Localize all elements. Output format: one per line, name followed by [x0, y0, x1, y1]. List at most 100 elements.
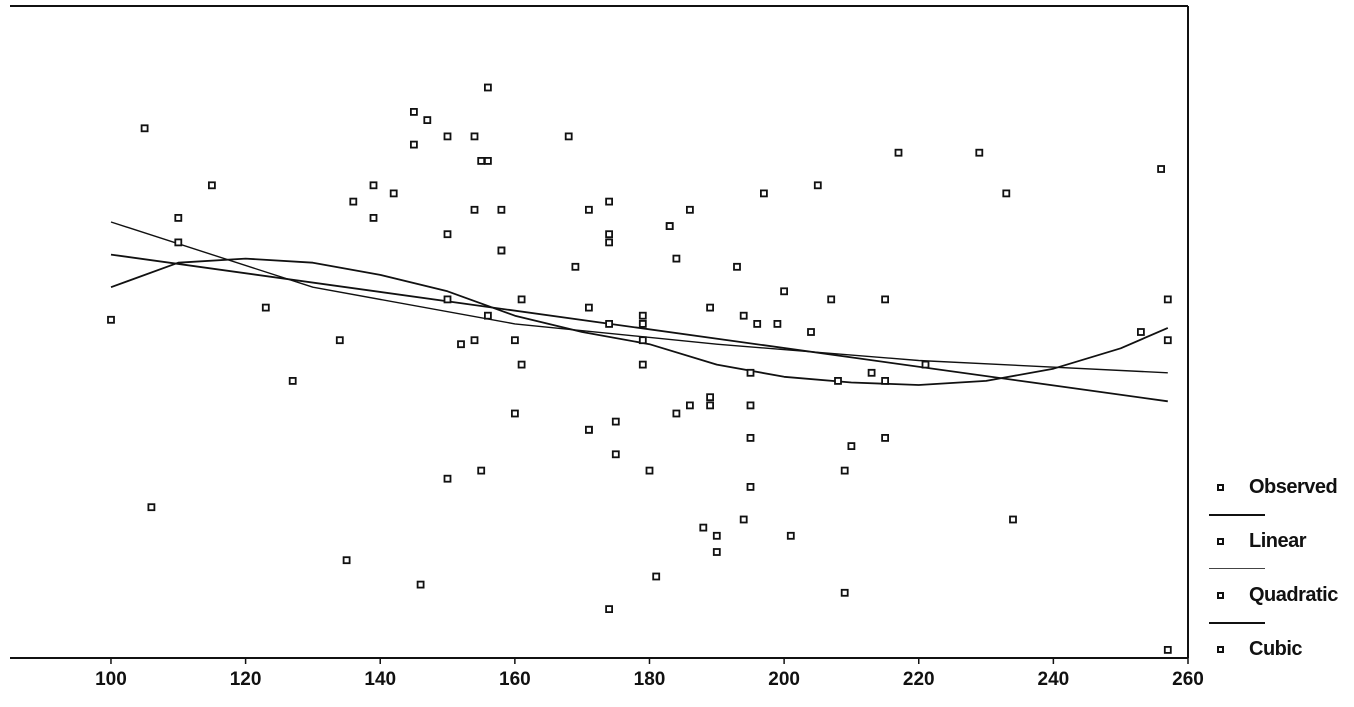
data-point: [371, 182, 377, 188]
x-axis: 100 120 140 160 180 200 220 240 260: [95, 658, 1204, 690]
data-point: [586, 427, 592, 433]
data-point: [848, 443, 854, 449]
x-tick-label: 140: [364, 669, 396, 690]
data-point: [667, 223, 673, 229]
data-point: [673, 256, 679, 262]
data-point: [734, 264, 740, 270]
data-point: [586, 207, 592, 213]
data-point: [478, 468, 484, 474]
data-point: [748, 402, 754, 408]
data-point: [1003, 190, 1009, 196]
data-point: [606, 231, 612, 237]
data-point: [175, 215, 181, 221]
data-point: [478, 158, 484, 164]
x-tick-label: 100: [95, 669, 127, 690]
data-point: [485, 313, 491, 319]
data-point: [788, 533, 794, 539]
series-line-quadratic: [111, 222, 1168, 373]
data-point: [1165, 296, 1171, 302]
data-point: [512, 337, 518, 343]
data-point: [761, 190, 767, 196]
data-point: [344, 557, 350, 563]
data-point: [923, 362, 929, 368]
data-point: [350, 199, 356, 205]
legend-marker-cubic: [1217, 646, 1224, 653]
x-tick-label: 220: [903, 669, 935, 690]
data-point: [458, 341, 464, 347]
data-point: [572, 264, 578, 270]
data-point: [142, 125, 148, 131]
data-point: [519, 362, 525, 368]
data-point: [1165, 647, 1171, 653]
data-point: [748, 370, 754, 376]
data-point: [741, 313, 747, 319]
data-point: [707, 305, 713, 311]
data-point: [290, 378, 296, 384]
data-point: [606, 239, 612, 245]
data-point: [371, 215, 377, 221]
legend-label-observed: Observed: [1249, 476, 1337, 499]
data-point: [640, 313, 646, 319]
legend-item-observed: Observed: [1205, 470, 1350, 524]
data-point: [1138, 329, 1144, 335]
data-point: [842, 468, 848, 474]
observed-points: [108, 85, 1171, 653]
x-tick-label: 200: [768, 669, 800, 690]
legend-label-cubic: Cubic: [1249, 638, 1302, 661]
legend-line-quadratic: [1209, 568, 1265, 569]
data-point: [869, 370, 875, 376]
data-point: [882, 378, 888, 384]
data-point: [613, 419, 619, 425]
data-point: [882, 296, 888, 302]
data-point: [842, 590, 848, 596]
legend-label-quadratic: Quadratic: [1249, 584, 1338, 607]
data-point: [418, 582, 424, 588]
data-point: [707, 402, 713, 408]
data-point: [519, 296, 525, 302]
legend-item-cubic: Cubic: [1205, 632, 1350, 686]
data-point: [640, 321, 646, 327]
data-point: [148, 504, 154, 510]
legend-item-quadratic: Quadratic: [1205, 578, 1350, 632]
data-point: [175, 239, 181, 245]
data-point: [108, 317, 114, 323]
data-point: [640, 362, 646, 368]
data-point: [606, 606, 612, 612]
data-point: [687, 402, 693, 408]
data-point: [976, 150, 982, 156]
data-point: [209, 182, 215, 188]
data-point: [424, 117, 430, 123]
x-tick-label: 180: [634, 669, 666, 690]
data-point: [613, 451, 619, 457]
data-point: [606, 321, 612, 327]
data-point: [748, 484, 754, 490]
fit-curves: [111, 222, 1168, 401]
legend-line-cubic: [1209, 622, 1265, 624]
data-point: [640, 337, 646, 343]
data-point: [472, 133, 478, 139]
data-point: [714, 533, 720, 539]
x-tick-label: 120: [230, 669, 262, 690]
legend: Observed Linear Quadratic Cubic: [1205, 470, 1350, 686]
data-point: [754, 321, 760, 327]
data-point: [512, 411, 518, 417]
data-point: [498, 207, 504, 213]
data-point: [445, 476, 451, 482]
data-point: [774, 321, 780, 327]
x-tick-label: 160: [499, 669, 531, 690]
data-point: [653, 574, 659, 580]
legend-line-linear: [1209, 514, 1265, 516]
data-point: [700, 525, 706, 531]
legend-marker-linear: [1217, 538, 1224, 545]
series-line-linear: [111, 255, 1168, 402]
data-point: [808, 329, 814, 335]
data-point: [498, 248, 504, 254]
data-point: [485, 158, 491, 164]
data-point: [673, 411, 679, 417]
data-point: [835, 378, 841, 384]
data-point: [748, 435, 754, 441]
data-point: [391, 190, 397, 196]
legend-marker-observed: [1217, 484, 1224, 491]
data-point: [1165, 337, 1171, 343]
